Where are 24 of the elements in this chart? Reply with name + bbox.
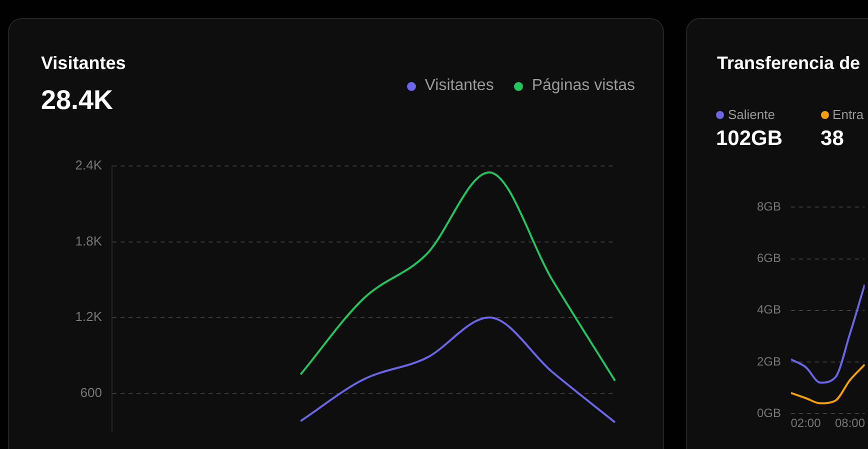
legend-label: Entra (832, 107, 864, 123)
chart-title: Visitantes (41, 53, 126, 74)
line-series (300, 316, 616, 424)
chart-subtitle: 28.4K (41, 85, 114, 116)
y-tick-label: 1.8K (75, 233, 102, 248)
line-series (791, 364, 865, 404)
y-tick-label: 4GB (756, 302, 781, 317)
text: 38 (820, 127, 844, 151)
y-tick-label: 600 (80, 384, 102, 400)
x-tick-label: 08:00 (834, 416, 866, 430)
y-tick-label: 2GB (756, 354, 781, 368)
line-series (300, 171, 616, 382)
legend-label: Saliente (728, 107, 775, 123)
x-tick-label: 02:00 (790, 416, 822, 430)
chart-title: Transferencia de (717, 53, 860, 74)
legend-label: Visitantes (424, 77, 494, 95)
y-tick-label: 2.4K (75, 158, 102, 173)
legend-label: Páginas vistas (532, 77, 635, 95)
line-series (791, 284, 865, 384)
y-tick-label: 6GB (756, 251, 781, 266)
text: 102GB (716, 127, 783, 151)
y-tick-label: 0GB (756, 406, 781, 420)
y-tick-label: 1.2K (75, 309, 102, 324)
y-tick-label: 8GB (756, 200, 781, 214)
